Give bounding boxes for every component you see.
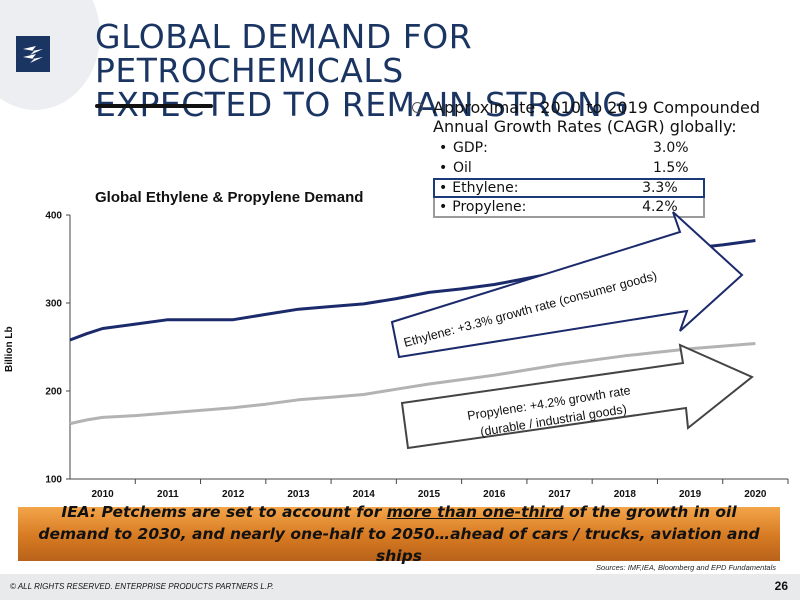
corner-decoration — [0, 0, 100, 110]
logo-bolt-icon — [23, 46, 43, 63]
x-tick-label: 2015 — [418, 489, 441, 500]
list-bullet: • — [439, 140, 448, 156]
y-tick-label: 300 — [45, 299, 62, 310]
banner-emphasis: more than one-third — [386, 503, 564, 521]
footer-bar: © ALL RIGHTS RESERVED. ENTERPRISE PRODUC… — [0, 574, 800, 600]
sources-note: Sources: IMF,IEA, Bloomberg and EPD Fund… — [596, 563, 776, 572]
propylene-callout-arrow: Propylene: +4.2% growth rate (durable / … — [400, 343, 754, 450]
list-bullet: • — [439, 199, 448, 215]
x-tick-label: 2010 — [92, 489, 115, 500]
chart-title: Global Ethylene & Propylene Demand — [95, 189, 364, 206]
cagr-list: • GDP: 3.0% • Oil 1.5% • Ethylene: 3.3% … — [433, 138, 790, 218]
title-underline — [95, 104, 213, 108]
x-tick-label: 2019 — [679, 489, 702, 500]
cagr-name: Propylene: — [452, 199, 527, 215]
cagr-row-ethylene: • Ethylene: 3.3% — [433, 178, 705, 198]
chart-axes: 100 200 300 400 2010 2011 2012 2013 2014 2015 2016… — [45, 211, 789, 500]
cagr-value: 3.3% — [642, 180, 678, 196]
iea-banner: IEA: Petchems are set to account for mor… — [18, 503, 780, 565]
cagr-row-oil: • Oil 1.5% — [435, 158, 790, 178]
demand-line-chart: 100 200 300 400 2010 2011 2012 2013 2014 2015 2016… — [45, 211, 789, 500]
x-tick-label: 2016 — [483, 489, 506, 500]
company-logo — [16, 36, 50, 72]
x-tick-label: 2013 — [287, 489, 310, 500]
x-tick-label: 2020 — [744, 489, 767, 500]
list-bullet: • — [439, 160, 448, 176]
cagr-name: Oil — [453, 160, 472, 176]
cagr-heading: Approximate 2010 to 2019 Compounded Annu… — [433, 98, 760, 136]
cagr-row-propylene: • Propylene: 4.2% — [433, 198, 705, 218]
banner-prefix: IEA: Petchems are set to account for — [61, 503, 387, 521]
cagr-row-gdp: • GDP: 3.0% — [435, 138, 790, 158]
iea-banner-text: IEA: Petchems are set to account for mor… — [34, 501, 764, 567]
y-tick-label: 100 — [45, 475, 62, 486]
cagr-value: 3.0% — [653, 140, 689, 156]
y-tick-label: 200 — [45, 387, 62, 398]
y-tick-label: 400 — [45, 211, 62, 222]
x-tick-label: 2012 — [222, 489, 245, 500]
ethylene-callout-arrow: Ethylene: +3.3% growth rate (consumer go… — [390, 211, 744, 359]
x-tick-label: 2018 — [614, 489, 637, 500]
cagr-name: Ethylene: — [452, 180, 519, 196]
list-bullet: • — [439, 180, 448, 196]
banner-suffix: of the growth in oil demand to 2030, and… — [38, 503, 760, 565]
title-line-1: GLOBAL DEMAND FOR PETROCHEMICALS — [95, 17, 473, 90]
circle-bullet-icon — [412, 102, 423, 113]
cagr-callout: Approximate 2010 to 2019 Compounded Annu… — [410, 98, 790, 218]
x-tick-label: 2011 — [157, 489, 179, 500]
cagr-value: 4.2% — [642, 199, 678, 215]
x-tick-label: 2017 — [548, 489, 571, 500]
cagr-heading-row: Approximate 2010 to 2019 Compounded Annu… — [410, 98, 790, 136]
cagr-value: 1.5% — [653, 160, 689, 176]
copyright-text: © ALL RIGHTS RESERVED. ENTERPRISE PRODUC… — [10, 582, 274, 591]
series-line-1 — [69, 342, 756, 426]
page-number: 26 — [774, 579, 788, 593]
cagr-name: GDP: — [453, 140, 488, 156]
x-tick-label: 2014 — [353, 489, 376, 500]
